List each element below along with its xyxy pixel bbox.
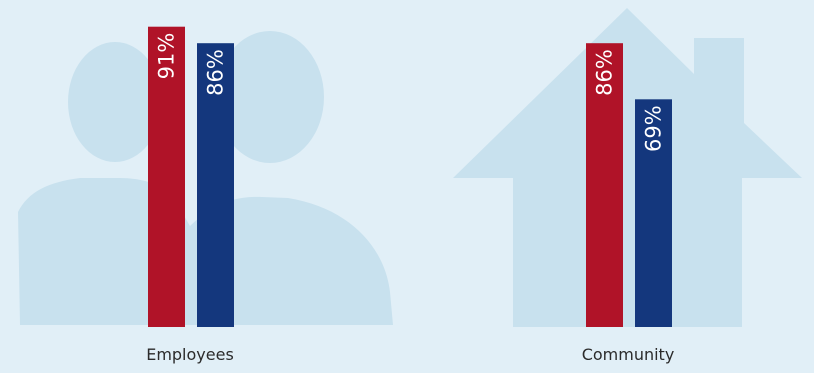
bars-layer: 91% 86% 86% 69% [148,26,672,327]
bar-value-label: 69% [642,105,666,152]
bar-value-label: 86% [593,49,617,96]
category-label-community: Community [581,345,675,364]
bar-community-1 [586,43,623,327]
house-icon [453,8,802,327]
bar-employees-1 [148,26,185,327]
bar-value-label: 91% [155,33,179,80]
bar-employees-2 [197,43,234,327]
bar-value-label: 86% [204,49,228,96]
background-icons [18,8,802,327]
bar-community-2 [635,99,672,327]
category-label-employees: Employees [146,345,234,364]
